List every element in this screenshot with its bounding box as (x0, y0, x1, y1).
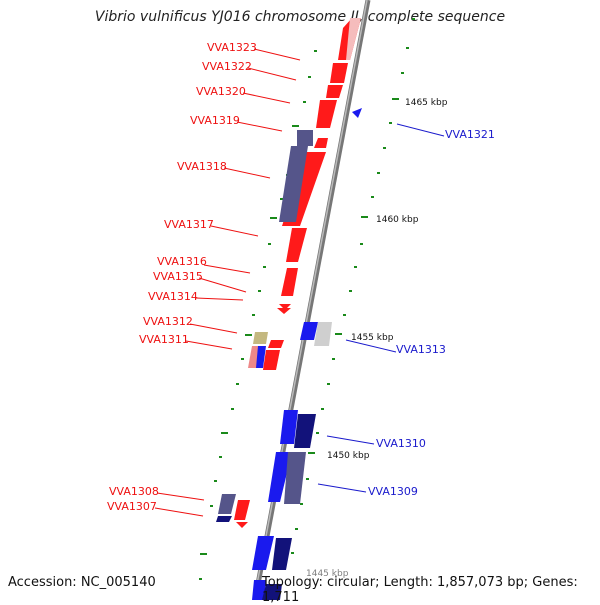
gene-label-vva1312[interactable]: VVA1312 (143, 315, 193, 328)
gene-VVA1310-arrow (280, 410, 298, 444)
gene-VVA1322-arrow (330, 63, 348, 83)
gene-label-vva1317[interactable]: VVA1317 (164, 218, 214, 231)
genome-info-text: Topology: circular; Length: 1,857,073 bp… (262, 575, 578, 605)
gene-VVA1309-arrow (268, 452, 292, 502)
gene-VVA1308-arrow (234, 500, 250, 520)
gene-VVA1317-arrow (286, 228, 307, 262)
right-leaders (317, 123, 445, 493)
gene-label-vva1319[interactable]: VVA1319 (190, 114, 240, 127)
gene-VVA1313-arrow (300, 322, 318, 340)
gene-label-vva1307[interactable]: VVA1307 (107, 500, 157, 513)
kbp-label-1455: 1455 kbp (351, 333, 394, 343)
forward-genes (234, 18, 361, 528)
kbp-label-1450: 1450 kbp (327, 451, 370, 461)
gene-VVA1318-box (279, 146, 308, 222)
accession-text: Accession: NC_005140 (8, 575, 156, 590)
map-title: Vibrio vulnificus YJ016 chromosome II, c… (94, 9, 506, 25)
kbp-label-1465: 1465 kbp (405, 98, 448, 108)
gene-label-vva1308[interactable]: VVA1308 (109, 485, 159, 498)
gene-VVA1319-arrow (316, 100, 337, 128)
chromosome-backbone (252, 0, 371, 600)
gene-label-vva1320[interactable]: VVA1320 (196, 85, 246, 98)
gene-VVA1315-arrow (279, 304, 291, 310)
gene-VVA1321-arrow (352, 108, 362, 118)
outer-scale-ticks (291, 18, 415, 554)
gene-VVA1320-arrow (326, 85, 343, 98)
gene-VVA1311-arrow (263, 350, 280, 370)
gene-label-vva1322[interactable]: VVA1322 (202, 60, 252, 73)
left-leaders (154, 48, 301, 517)
kbp-label-1460: 1460 kbp (376, 215, 419, 225)
gene-label-vva1314[interactable]: VVA1314 (148, 290, 198, 303)
gene-VVA1314-arrow (277, 308, 291, 314)
gene-label-vva1323[interactable]: VVA1323 (207, 41, 257, 54)
gene-VVA1307-arrow (236, 522, 248, 528)
gene-label-vva1311[interactable]: VVA1311 (139, 333, 189, 346)
gene-VVA1319-box (297, 130, 313, 146)
gene-label-vva1315[interactable]: VVA1315 (153, 270, 203, 283)
gene-label-vva1313[interactable]: VVA1313 (396, 343, 446, 356)
reverse-genes (216, 108, 362, 600)
gene-label-vva1309[interactable]: VVA1309 (368, 485, 418, 498)
gene-label-vva1321[interactable]: VVA1321 (445, 128, 495, 141)
gene-label-vva1318[interactable]: VVA1318 (177, 160, 227, 173)
gene-VVA1316-arrow (281, 268, 298, 296)
gene-label-vva1316[interactable]: VVA1316 (157, 255, 207, 268)
gene-label-vva1310[interactable]: VVA1310 (376, 437, 426, 450)
kbp-label-1445: 1445 kbp (306, 569, 349, 579)
gene-VVA1312-arrow (268, 340, 284, 348)
